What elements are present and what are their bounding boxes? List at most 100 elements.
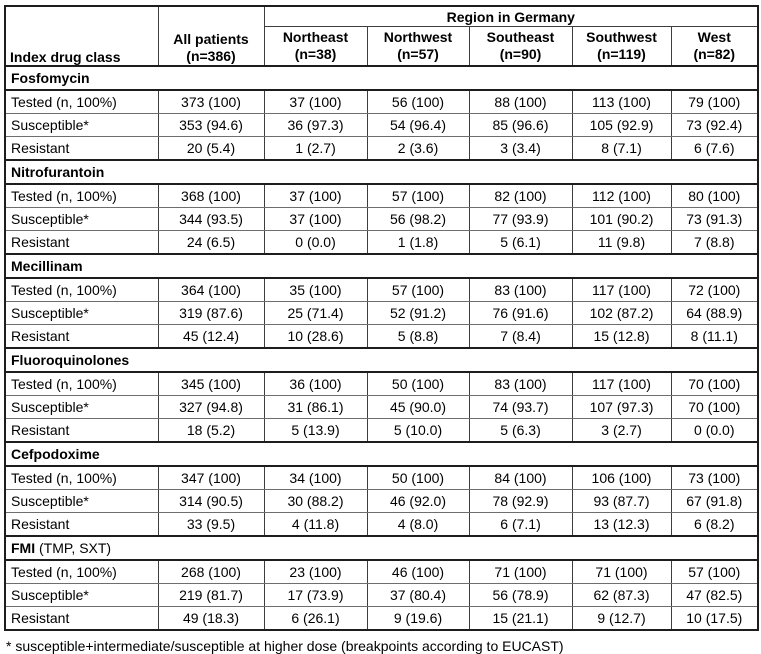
data-cell: 10 (17.5): [670, 606, 759, 631]
row-label: Susceptible*: [4, 583, 159, 607]
row-label: Resistant: [4, 512, 159, 537]
column-header-index-drug-class: Index drug class: [4, 5, 159, 67]
data-cell: 10 (28.6): [263, 324, 368, 349]
region-n: (n=82): [693, 46, 736, 62]
data-cell: 35 (100): [263, 277, 368, 302]
table-row: Susceptible* 353 (94.6) 36 (97.3) 54 (96.4)…: [4, 113, 759, 137]
data-cell: 76 (91.6): [468, 301, 573, 325]
table-body: Fosfomycin Tested (n, 100%) 373 (100) 37 (1…: [4, 65, 759, 631]
drug-class-name: FMI: [11, 540, 36, 556]
data-cell: 36 (97.3): [263, 113, 368, 137]
table-header: Index drug class All patients (n=386) Re…: [4, 5, 759, 67]
table-row: Resistant 33 (9.5) 4 (11.8) 4 (8.0) 6 (7.1) 1…: [4, 512, 759, 537]
data-cell: 101 (90.2): [571, 207, 672, 231]
data-cell: 13 (12.3): [571, 512, 672, 537]
row-label: Susceptible*: [4, 113, 159, 137]
header-row-regions: Northeast (n=38) Northwest (n=57) Southe…: [5, 26, 759, 67]
data-cell: 15 (21.1): [468, 606, 573, 631]
data-cell: 79 (100): [670, 89, 759, 114]
table-row: Susceptible* 314 (90.5) 30 (88.2) 46 (92.0)…: [4, 489, 759, 513]
data-cell: 117 (100): [571, 277, 672, 302]
data-cell: 107 (97.3): [571, 395, 672, 419]
data-cell: 62 (87.3): [571, 583, 672, 607]
drug-section-row: Nitrofurantoin: [4, 159, 759, 185]
region-group-header: Region in Germany: [263, 5, 759, 27]
table-row: Resistant 18 (5.2) 5 (13.9) 5 (10.0) 5 (6.3)…: [4, 418, 759, 443]
drug-class-name: Fluoroquinolones: [11, 352, 130, 368]
data-cell: 67 (91.8): [670, 489, 759, 513]
header-row-group: Index drug class All patients (n=386) Re…: [4, 5, 759, 67]
data-cell: 45 (90.0): [366, 395, 470, 419]
drug-class-name: Cefpodoxime: [11, 446, 100, 462]
data-cell: 11 (9.8): [571, 230, 672, 255]
data-cell: 37 (100): [263, 207, 368, 231]
data-cell: 17 (73.9): [263, 583, 368, 607]
data-cell: 52 (91.2): [366, 301, 470, 325]
drug-class-name: Nitrofurantoin: [11, 164, 105, 180]
data-cell: 3 (2.7): [571, 418, 672, 443]
row-label: Tested (n, 100%): [4, 277, 159, 302]
data-cell: 7 (8.4): [468, 324, 573, 349]
all-patients-label: All patients: [173, 31, 249, 47]
data-cell: 70 (100): [670, 395, 759, 419]
row-label: Tested (n, 100%): [4, 183, 159, 208]
data-cell: 314 (90.5): [157, 489, 265, 513]
column-header-southeast: Southeast (n=90): [468, 26, 573, 67]
data-cell: 30 (88.2): [263, 489, 368, 513]
drug-class-cell: FMI (TMP, SXT): [4, 535, 759, 561]
resistance-table: Index drug class All patients (n=386) Re…: [4, 5, 760, 631]
drug-class-cell: Fosfomycin: [4, 65, 759, 91]
data-cell: 8 (11.1): [670, 324, 759, 349]
data-cell: 345 (100): [157, 371, 265, 396]
data-cell: 6 (7.1): [468, 512, 573, 537]
data-cell: 57 (100): [670, 559, 759, 584]
column-header-southwest: Southwest (n=119): [571, 26, 672, 67]
data-cell: 5 (10.0): [366, 418, 470, 443]
data-cell: 57 (100): [366, 277, 470, 302]
row-label: Resistant: [4, 606, 159, 631]
column-header-west: West (n=82): [670, 26, 759, 67]
table-row: Resistant 49 (18.3) 6 (26.1) 9 (19.6) 15 (21…: [4, 606, 759, 631]
data-cell: 6 (7.6): [670, 136, 759, 161]
region-n: (n=119): [597, 46, 646, 62]
row-label: Tested (n, 100%): [4, 465, 159, 490]
data-cell: 50 (100): [366, 465, 470, 490]
table-row: Tested (n, 100%) 345 (100) 36 (100) 50 (100…: [4, 371, 759, 396]
data-cell: 31 (86.1): [263, 395, 368, 419]
table-row: Susceptible* 219 (81.7) 17 (73.9) 37 (80.4)…: [4, 583, 759, 607]
region-name: Southeast: [486, 29, 555, 45]
data-cell: 344 (93.5): [157, 207, 265, 231]
drug-class-name: Fosfomycin: [11, 70, 90, 86]
data-cell: 56 (78.9): [468, 583, 573, 607]
region-n: (n=57): [397, 46, 439, 62]
data-cell: 219 (81.7): [157, 583, 265, 607]
data-cell: 47 (82.5): [670, 583, 759, 607]
data-cell: 364 (100): [157, 277, 265, 302]
data-cell: 5 (6.3): [468, 418, 573, 443]
column-header-northwest: Northwest (n=57): [366, 26, 470, 67]
data-cell: 347 (100): [157, 465, 265, 490]
data-cell: 112 (100): [571, 183, 672, 208]
data-cell: 24 (6.5): [157, 230, 265, 255]
data-cell: 37 (100): [263, 183, 368, 208]
data-cell: 93 (87.7): [571, 489, 672, 513]
data-cell: 6 (8.2): [670, 512, 759, 537]
table-row: Tested (n, 100%) 364 (100) 35 (100) 57 (100…: [4, 277, 759, 302]
data-cell: 5 (13.9): [263, 418, 368, 443]
row-label: Resistant: [4, 324, 159, 349]
drug-class-cell: Nitrofurantoin: [4, 159, 759, 185]
column-header-all-patients: All patients (n=386): [157, 5, 265, 67]
data-cell: 85 (96.6): [468, 113, 573, 137]
row-label: Susceptible*: [4, 395, 159, 419]
data-cell: 102 (87.2): [571, 301, 672, 325]
data-cell: 33 (9.5): [157, 512, 265, 537]
data-cell: 37 (100): [263, 89, 368, 114]
drug-section-row: Fosfomycin: [4, 65, 759, 91]
data-cell: 56 (100): [366, 89, 470, 114]
data-cell: 353 (94.6): [157, 113, 265, 137]
data-cell: 84 (100): [468, 465, 573, 490]
footnote: * susceptible+intermediate/susceptible a…: [6, 638, 564, 654]
data-cell: 268 (100): [157, 559, 265, 584]
data-cell: 56 (98.2): [366, 207, 470, 231]
data-cell: 25 (71.4): [263, 301, 368, 325]
